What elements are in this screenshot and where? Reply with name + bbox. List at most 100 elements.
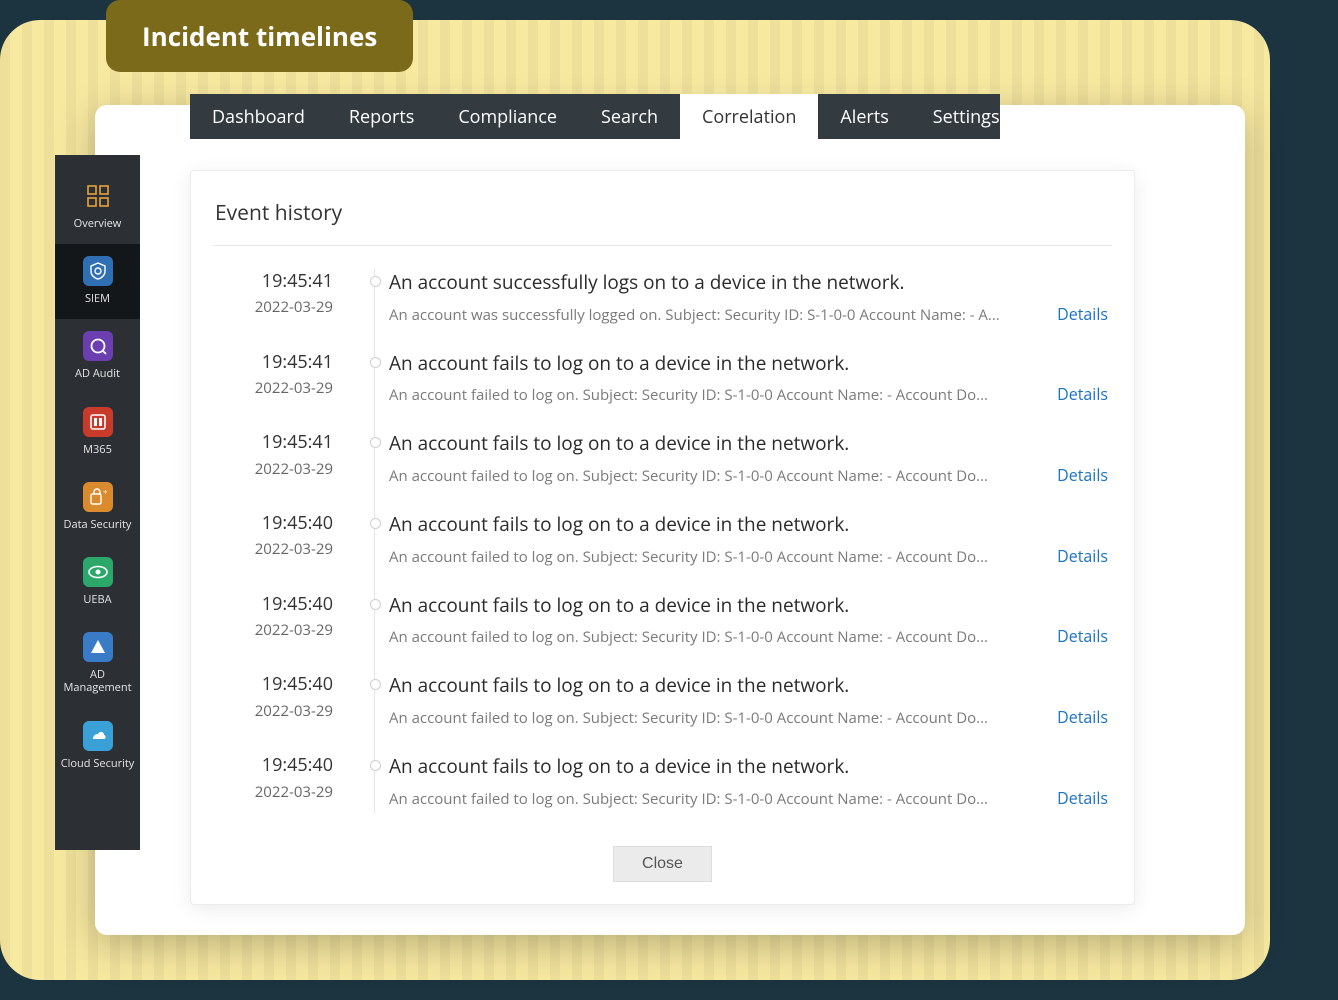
event-body: An account fails to log on to a device i… <box>363 593 1112 648</box>
sidebar-icon <box>83 721 113 751</box>
event-row: 19:45:40 2022-03-29 An account fails to lo… <box>213 581 1112 662</box>
event-timestamp: 19:45:41 2022-03-29 <box>213 270 363 317</box>
sidebar-item-data-security[interactable]: + Data Security <box>55 470 140 545</box>
event-timestamp: 19:45:40 2022-03-29 <box>213 512 363 559</box>
sidebar-item-label: M365 <box>83 443 112 456</box>
event-body: An account fails to log on to a device i… <box>363 431 1112 486</box>
event-row: 19:45:412022-03-29An account fails to lo… <box>213 339 1112 420</box>
event-list: 19:45:41 2022-03-29 An account successfull… <box>191 258 1134 813</box>
close-button[interactable]: Close <box>613 846 712 882</box>
event-date: 2022-03-29 <box>213 620 333 640</box>
sidebar-item-label: UEBA <box>83 593 111 606</box>
event-title: An account fails to log on to a device i… <box>389 754 1112 779</box>
event-title: An account fails to log on to a device i… <box>389 431 1112 456</box>
top-tabs: Dashboard Reports Compliance Search Correlat… <box>190 94 1000 139</box>
sidebar-icon <box>83 181 113 211</box>
sidebar-item-label: Overview <box>74 217 122 230</box>
left-sidebar: Overview SIEM AD Audit M365 + Data Security UE… <box>55 155 140 850</box>
sidebar-item-siem[interactable]: SIEM <box>55 244 140 319</box>
event-time: 19:45:40 <box>213 593 333 616</box>
sidebar-item-label: Cloud Security <box>61 757 135 770</box>
event-title: An account fails to log on to a device i… <box>389 351 1112 376</box>
tab-label: Dashboard <box>212 105 305 129</box>
event-description: An account failed to log on. Subject: Se… <box>389 627 1037 647</box>
event-description: An account failed to log on. Subject: Se… <box>389 385 1037 405</box>
event-title: An account fails to log on to a device i… <box>389 512 1112 537</box>
sidebar-icon <box>83 632 113 662</box>
event-date: 2022-03-29 <box>213 539 333 559</box>
event-body: An account fails to log on to a device i… <box>363 351 1112 406</box>
event-body: An account successfully logs on to a dev… <box>363 270 1112 325</box>
event-row: 19:45:40 2022-03-29 An account fails to lo… <box>213 661 1112 742</box>
sidebar-icon <box>83 557 113 587</box>
event-date: 2022-03-29 <box>213 701 333 721</box>
page-badge: Incident timelines <box>106 0 413 72</box>
svg-text:+: + <box>103 488 107 498</box>
sidebar-item-ueba[interactable]: UEBA <box>55 545 140 620</box>
event-timestamp: 19:45:40 2022-03-29 <box>213 673 363 720</box>
tab-correlation[interactable]: Correlation <box>680 94 818 139</box>
sidebar-item-ad-management[interactable]: AD Management <box>55 620 140 708</box>
event-timestamp: 19:45:40 2022-03-29 <box>213 593 363 640</box>
event-row: 19:45:40 2022-03-29 An account fails to lo… <box>213 500 1112 581</box>
event-time: 19:45:41 <box>213 270 333 293</box>
tab-label: Alerts <box>840 105 888 129</box>
divider <box>213 245 1112 246</box>
sidebar-item-label: AD Audit <box>75 367 120 380</box>
event-time: 19:45:41 <box>213 431 333 454</box>
event-body: An account fails to log on to a device i… <box>363 673 1112 728</box>
event-title: An account successfully logs on to a dev… <box>389 270 1112 295</box>
event-time: 19:45:40 <box>213 673 333 696</box>
tab-label: Settings <box>933 105 1000 129</box>
event-description: An account failed to log on. Subject: Se… <box>389 466 1037 486</box>
sidebar-item-overview[interactable]: Overview <box>55 169 140 244</box>
tab-search[interactable]: Search <box>579 94 680 139</box>
event-row: 19:45:41 2022-03-29 An account successfull… <box>213 258 1112 339</box>
event-date: 2022-03-29 <box>213 459 333 479</box>
tab-label: Search <box>601 105 658 129</box>
event-details-link[interactable]: Details <box>1057 464 1112 486</box>
event-details-link[interactable]: Details <box>1057 303 1112 325</box>
event-details-link[interactable]: Details <box>1057 706 1112 728</box>
event-timestamp: 19:45:41 2022-03-29 <box>213 431 363 478</box>
event-body: An account fails to log on to a device i… <box>363 754 1112 809</box>
sidebar-item-cloud-security[interactable]: Cloud Security <box>55 709 140 784</box>
sidebar-icon: + <box>83 482 113 512</box>
event-body: An account fails to log on to a device i… <box>363 512 1112 567</box>
event-time: 19:45:40 <box>213 512 333 535</box>
tab-label: Compliance <box>458 105 557 129</box>
sidebar-icon <box>83 331 113 361</box>
event-description: An account failed to log on. Subject: Se… <box>389 547 1037 567</box>
sidebar-item-label: SIEM <box>85 292 110 305</box>
tab-compliance[interactable]: Compliance <box>436 94 579 139</box>
sidebar-icon <box>83 256 113 286</box>
event-date: 2022-03-29 <box>213 782 333 802</box>
event-details-link[interactable]: Details <box>1057 625 1112 647</box>
event-details-link[interactable]: Details <box>1057 787 1112 809</box>
tab-reports[interactable]: Reports <box>327 94 436 139</box>
event-title: An account fails to log on to a device i… <box>389 673 1112 698</box>
event-row: 19:45:41 2022-03-29 An account fails to lo… <box>213 419 1112 500</box>
event-timestamp: 19:45:40 2022-03-29 <box>213 754 363 801</box>
panel-title: Event history <box>191 171 1134 245</box>
event-row: 19:45:40 2022-03-29 An account fails to lo… <box>213 742 1112 813</box>
event-date: 2022-03-29 <box>213 297 333 317</box>
tab-alerts[interactable]: Alerts <box>818 94 910 139</box>
event-description: An account failed to log on. Subject: Se… <box>389 708 1037 728</box>
sidebar-item-label: Data Security <box>64 518 132 531</box>
main-window: Event history 19:45:41 2022-03-29 An accou… <box>95 105 1245 935</box>
sidebar-icon <box>83 407 113 437</box>
event-history-panel: Event history 19:45:41 2022-03-29 An accou… <box>190 170 1135 905</box>
tab-label: Correlation <box>702 105 796 129</box>
event-details-link[interactable]: Details <box>1057 545 1112 567</box>
event-description: An account was successfully logged on. S… <box>389 305 1037 325</box>
sidebar-item-m365[interactable]: M365 <box>55 395 140 470</box>
sidebar-item-ad-audit[interactable]: AD Audit <box>55 319 140 394</box>
tab-dashboard[interactable]: Dashboard <box>190 94 327 139</box>
event-title: An account fails to log on to a device i… <box>389 593 1112 618</box>
tab-settings[interactable]: Settings <box>911 94 1022 139</box>
panel-footer: Close <box>191 834 1134 894</box>
event-details-link[interactable]: Details <box>1057 383 1112 405</box>
sidebar-item-label: AD Management <box>59 668 136 694</box>
event-time: 19:45:40 <box>213 754 333 777</box>
